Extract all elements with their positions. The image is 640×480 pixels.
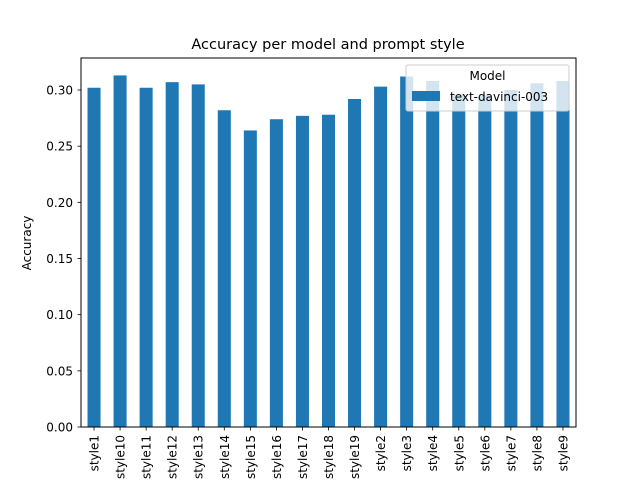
- x-tick-label: style5: [452, 435, 466, 471]
- bar-style1: [87, 87, 101, 427]
- legend-swatch: [412, 91, 440, 101]
- x-tick-label: style18: [322, 435, 336, 479]
- x-tick-label: style15: [244, 435, 258, 479]
- bar-style11: [139, 87, 153, 427]
- x-tick-label: style13: [192, 435, 206, 479]
- y-tick-label: 0.30: [46, 84, 73, 98]
- x-tick-label: style7: [504, 435, 518, 471]
- bar-style12: [165, 82, 179, 427]
- x-tick-label: style19: [348, 435, 362, 479]
- x-ticks-group: style1 style10 style11 style12 style13 style1…: [88, 427, 570, 479]
- bar-style3: [400, 76, 414, 428]
- plot-frame: [80, 57, 577, 428]
- bar-style4: [426, 81, 440, 427]
- bar-style16: [269, 119, 283, 427]
- y-tick-label: 0.00: [46, 421, 73, 435]
- y-tick-label: 0.25: [46, 140, 73, 154]
- bar-style17: [295, 115, 309, 428]
- bar-style13: [191, 84, 205, 427]
- bar-style15: [243, 130, 257, 427]
- x-tick-label: style10: [114, 435, 128, 479]
- x-tick-label: style9: [556, 435, 570, 471]
- y-tick-label: 0.20: [46, 196, 73, 210]
- y-axis-label: Accuracy: [20, 216, 34, 271]
- x-tick-label: style14: [218, 435, 232, 479]
- y-tick-label: 0.05: [46, 364, 73, 378]
- x-tick-label: style6: [478, 435, 492, 471]
- x-tick-label: style11: [140, 435, 154, 479]
- x-tick-label: style8: [530, 435, 544, 471]
- x-tick-label: style2: [374, 435, 388, 471]
- bar-style19: [348, 99, 362, 427]
- x-tick-label: style4: [426, 435, 440, 471]
- bar-style9: [556, 81, 570, 427]
- y-tick-label: 0.15: [46, 252, 73, 266]
- bar-style7: [504, 90, 518, 427]
- y-tick-label: 0.10: [46, 308, 73, 322]
- bar-style10: [113, 75, 127, 428]
- bar-style14: [217, 110, 231, 427]
- legend-entry-label: text-davinci-003: [450, 90, 548, 104]
- legend: Model text-davinci-003: [405, 64, 570, 112]
- x-tick-label: style17: [296, 435, 310, 479]
- chart-title: Accuracy per model and prompt style: [191, 37, 464, 53]
- legend-title: Model: [469, 69, 505, 83]
- legend-box: [405, 64, 570, 112]
- x-tick-label: style3: [400, 435, 414, 471]
- bars-group: [87, 75, 570, 428]
- x-tick-label: style1: [88, 435, 102, 471]
- x-tick-label: style16: [270, 435, 284, 479]
- x-tick-label: style12: [166, 435, 180, 479]
- bar-style8: [530, 83, 544, 427]
- bar-style6: [478, 95, 492, 428]
- bar-style2: [374, 86, 388, 428]
- bar-style5: [452, 94, 466, 428]
- y-ticks-group: 0.00 0.05 0.10 0.15 0.20 0.25 0.30: [46, 84, 81, 435]
- bar-style18: [321, 114, 336, 428]
